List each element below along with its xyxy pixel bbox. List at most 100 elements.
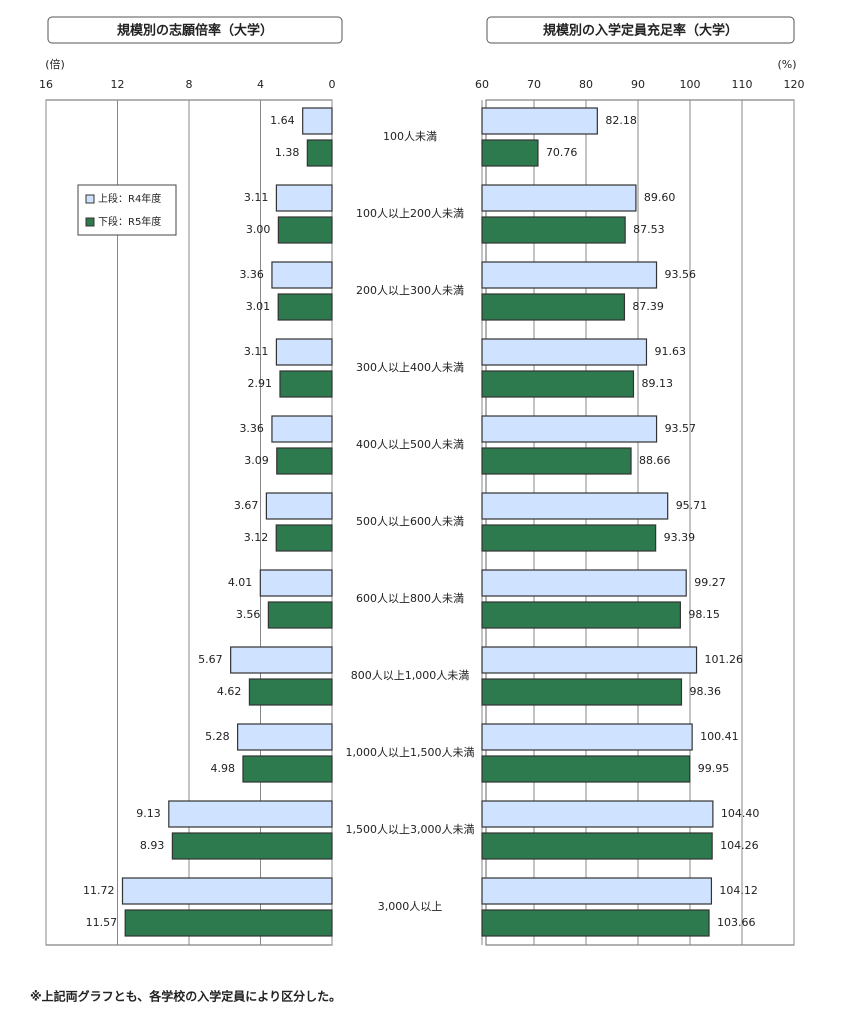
legend-label: 下段：R5年度 xyxy=(98,215,161,228)
data-label: 3.67 xyxy=(234,499,259,512)
bar xyxy=(275,338,333,366)
bar xyxy=(302,107,333,135)
bar xyxy=(481,601,681,629)
bar xyxy=(275,184,333,212)
data-label: 98.36 xyxy=(689,685,721,698)
title-box xyxy=(486,16,795,44)
data-label: 99.27 xyxy=(694,576,726,589)
category-label: 200人以上300人未満 xyxy=(356,284,464,297)
bar xyxy=(242,755,333,783)
data-label: 3.12 xyxy=(244,531,269,544)
data-label: 3.11 xyxy=(244,345,269,358)
bar xyxy=(276,447,333,475)
data-label: 1.38 xyxy=(275,146,300,159)
bar xyxy=(481,646,698,674)
bar xyxy=(168,800,333,828)
category-label: 300人以上400人未満 xyxy=(356,361,464,374)
data-label: 93.56 xyxy=(665,268,697,281)
bar xyxy=(271,415,333,443)
legend-swatch xyxy=(85,217,95,227)
category-label: 1,500人以上3,000人未満 xyxy=(346,823,475,836)
bar xyxy=(121,877,333,905)
data-label: 104.26 xyxy=(720,839,759,852)
bar xyxy=(277,216,333,244)
data-label: 11.72 xyxy=(83,884,115,897)
bar xyxy=(267,601,333,629)
bar xyxy=(277,293,333,321)
bar xyxy=(481,569,687,597)
x-tick-label: 0 xyxy=(329,78,336,91)
bar xyxy=(481,447,632,475)
data-label: 9.13 xyxy=(136,807,161,820)
bar xyxy=(265,492,333,520)
data-label: 103.66 xyxy=(717,916,756,929)
data-label: 1.64 xyxy=(270,114,295,127)
data-label: 91.63 xyxy=(654,345,686,358)
bar xyxy=(481,832,713,860)
unit-label: (%) xyxy=(777,58,796,71)
data-label: 5.67 xyxy=(198,653,223,666)
data-label: 3.00 xyxy=(246,223,271,236)
data-label: 98.15 xyxy=(688,608,720,621)
legend-box xyxy=(77,184,177,236)
category-label: 3,000人以上 xyxy=(378,900,443,913)
x-tick-label: 90 xyxy=(631,78,645,91)
data-label: 93.39 xyxy=(664,531,696,544)
data-label: 4.62 xyxy=(217,685,242,698)
data-label: 104.12 xyxy=(719,884,758,897)
category-label: 400人以上500人未満 xyxy=(356,438,464,451)
data-label: 82.18 xyxy=(605,114,637,127)
data-label: 70.76 xyxy=(546,146,578,159)
data-label: 3.09 xyxy=(244,454,269,467)
bar xyxy=(259,569,333,597)
data-label: 4.98 xyxy=(210,762,235,775)
bar xyxy=(271,261,333,289)
bar xyxy=(481,415,658,443)
bar xyxy=(481,877,713,905)
data-label: 3.11 xyxy=(244,191,269,204)
category-label: 100人以上200人未満 xyxy=(356,207,464,220)
category-label: 500人以上600人未満 xyxy=(356,515,464,528)
chart-title: 規模別の志願倍率（大学） xyxy=(117,23,273,39)
data-label: 95.71 xyxy=(676,499,708,512)
data-label: 100.41 xyxy=(700,730,739,743)
bar xyxy=(481,293,626,321)
bar xyxy=(481,338,648,366)
bar xyxy=(481,909,710,937)
x-tick-label: 60 xyxy=(475,78,489,91)
data-label: 101.26 xyxy=(705,653,744,666)
bar xyxy=(481,216,626,244)
data-label: 104.40 xyxy=(721,807,760,820)
x-tick-label: 80 xyxy=(579,78,593,91)
footnote: ※上記両グラフとも、各学校の入学定員により区分した。 xyxy=(30,989,341,1004)
data-label: 89.60 xyxy=(644,191,676,204)
bar xyxy=(481,139,539,167)
data-label: 89.13 xyxy=(641,377,673,390)
data-label: 3.36 xyxy=(239,268,264,281)
bar xyxy=(481,107,598,135)
data-label: 2.91 xyxy=(247,377,272,390)
title-box xyxy=(47,16,343,44)
bar xyxy=(306,139,333,167)
bar xyxy=(481,800,714,828)
bar xyxy=(124,909,333,937)
x-tick-label: 16 xyxy=(39,78,53,91)
bar xyxy=(481,755,691,783)
data-label: 3.56 xyxy=(236,608,261,621)
data-label: 11.57 xyxy=(86,916,118,929)
bar xyxy=(237,723,333,751)
data-label: 87.39 xyxy=(632,300,664,313)
data-label: 4.01 xyxy=(228,576,253,589)
data-label: 88.66 xyxy=(639,454,671,467)
bar xyxy=(275,524,333,552)
data-label: 3.01 xyxy=(246,300,271,313)
bar xyxy=(230,646,333,674)
bar xyxy=(481,723,693,751)
unit-label: (倍) xyxy=(45,57,65,71)
category-label: 1,000人以上1,500人未満 xyxy=(346,746,475,759)
bar xyxy=(279,370,333,398)
x-tick-label: 120 xyxy=(784,78,805,91)
bar xyxy=(171,832,333,860)
